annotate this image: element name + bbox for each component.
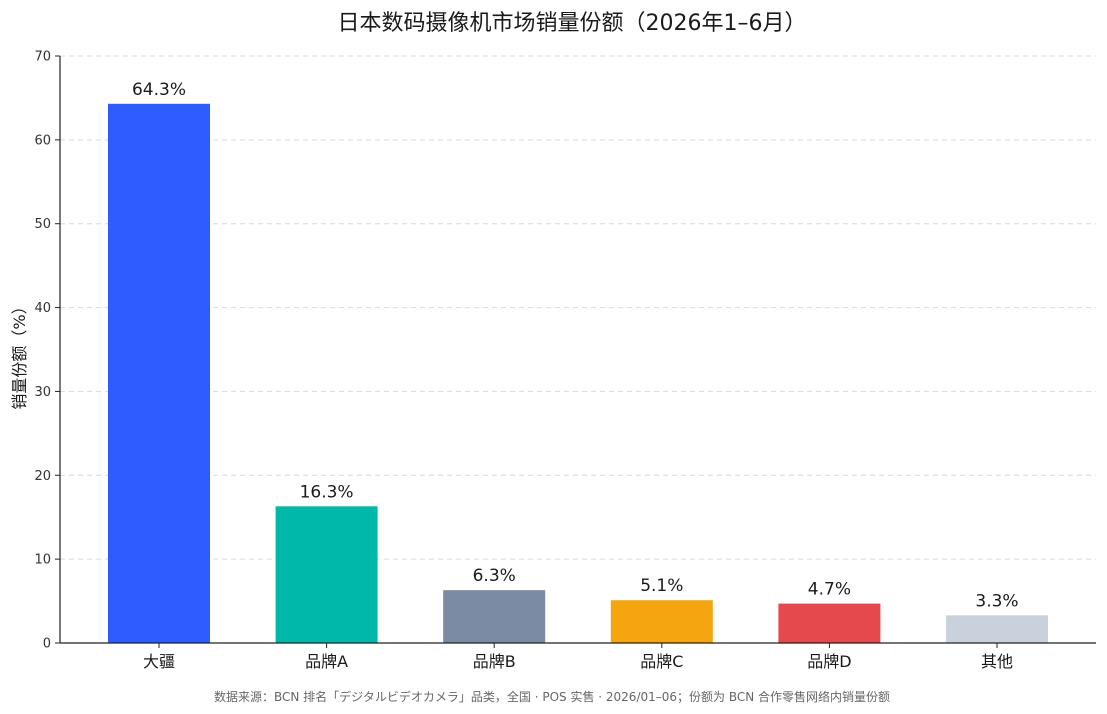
x-tick-label-3: 品牌C (640, 652, 683, 671)
bar-3 (610, 600, 713, 643)
x-tick-label-2: 品牌B (473, 652, 516, 671)
gridlines (60, 55, 1096, 560)
x-tick-label-5: 其他 (981, 652, 1013, 671)
value-label-5: 3.3% (975, 591, 1018, 611)
bar-4 (778, 603, 881, 643)
value-label-1: 16.3% (300, 482, 354, 502)
chart-title: 日本数码摄像机市场销量份额（2026年1–6月） (338, 11, 807, 36)
y-tick-label: 50 (34, 217, 51, 232)
y-tick-label: 60 (34, 133, 51, 148)
y-axis-title: 销量份额（%） (10, 298, 29, 409)
x-tick-label-1: 品牌A (305, 652, 348, 671)
footnote: 数据来源：BCN 排名「デジタルビデオカメラ」品类，全国 · POS 实售 · … (214, 689, 890, 704)
bar-1 (275, 506, 378, 643)
x-tick-labels: 大疆 品牌A 品牌B 品牌C 品牌D 其他 (143, 652, 1013, 671)
value-label-0: 64.3% (132, 80, 186, 100)
y-tick-label: 70 (34, 50, 51, 65)
y-tick-label: 20 (34, 469, 51, 484)
y-tick-label: 30 (34, 385, 51, 400)
bar-0 (108, 103, 210, 643)
value-labels: 64.3% 16.3% 6.3% 5.1% 4.7% 3.3% (132, 80, 1019, 612)
y-tick-labels: 0 10 20 30 40 50 60 70 (34, 50, 51, 652)
value-label-4: 4.7% (808, 580, 851, 600)
bar-5 (946, 615, 1048, 643)
bar-2 (443, 590, 546, 643)
value-label-2: 6.3% (473, 566, 516, 586)
bars (108, 103, 1048, 643)
y-tick-label: 10 (34, 553, 51, 568)
axes (55, 55, 1096, 648)
y-tick-label: 0 (43, 637, 51, 652)
y-tick-label: 40 (34, 301, 51, 316)
x-tick-label-4: 品牌D (807, 652, 851, 671)
x-tick-label-0: 大疆 (143, 652, 175, 671)
value-label-3: 5.1% (640, 576, 683, 596)
